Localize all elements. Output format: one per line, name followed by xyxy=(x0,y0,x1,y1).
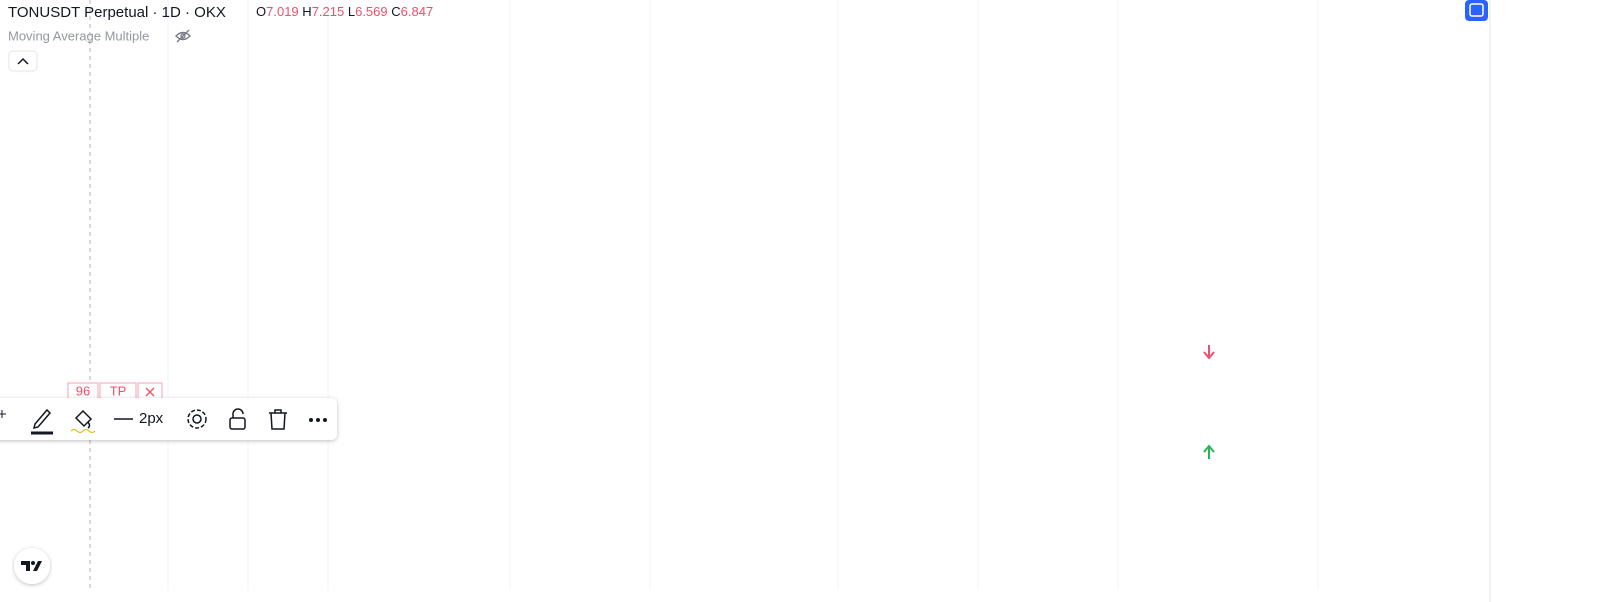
ohlc-value: 7.215 xyxy=(312,4,345,19)
hide-icon[interactable] xyxy=(175,29,191,43)
toolbar-icons xyxy=(0,408,287,435)
settings-icon[interactable] xyxy=(192,414,202,424)
lock-icon[interactable] xyxy=(229,417,246,430)
ohlc-value: 7.019 xyxy=(266,4,299,19)
sell-arrow xyxy=(1203,345,1215,360)
ohlc-key: L xyxy=(348,4,355,19)
fill-color xyxy=(70,429,96,433)
time-grid xyxy=(167,0,1319,590)
line-width-label[interactable]: 2px xyxy=(139,410,164,427)
buy-arrow xyxy=(1203,444,1215,459)
ohlc-key: O xyxy=(256,4,266,19)
ohlc-key: C xyxy=(391,4,400,19)
ohlc-legend: O7.019 H7.215 L6.569 C6.847 xyxy=(256,4,433,19)
ohlc-key: H xyxy=(302,4,311,19)
trash-icon[interactable] xyxy=(269,409,287,430)
fill-icon[interactable] xyxy=(74,409,93,429)
ohlc-value: 6.569 xyxy=(355,4,388,19)
logo xyxy=(21,561,42,571)
scale-button[interactable] xyxy=(1465,0,1488,21)
indicator-name[interactable]: Moving Average Multiple xyxy=(8,28,149,43)
order-qty: 96 xyxy=(76,383,90,398)
drag-icon[interactable] xyxy=(0,410,6,418)
collapse-button[interactable] xyxy=(8,50,38,72)
scale-icon xyxy=(1469,3,1484,17)
order-type: TP xyxy=(110,383,127,398)
pencil-icon[interactable] xyxy=(32,408,52,430)
ohlc-value: 6.847 xyxy=(401,4,434,19)
logo-dot xyxy=(31,561,35,565)
symbol-title: TONUSDT Perpetual · 1D · OKX xyxy=(8,4,226,21)
logo-badge xyxy=(14,548,50,584)
more-icon[interactable] xyxy=(309,418,327,422)
collapse-icon xyxy=(17,57,29,65)
order-close-icon xyxy=(145,387,155,397)
